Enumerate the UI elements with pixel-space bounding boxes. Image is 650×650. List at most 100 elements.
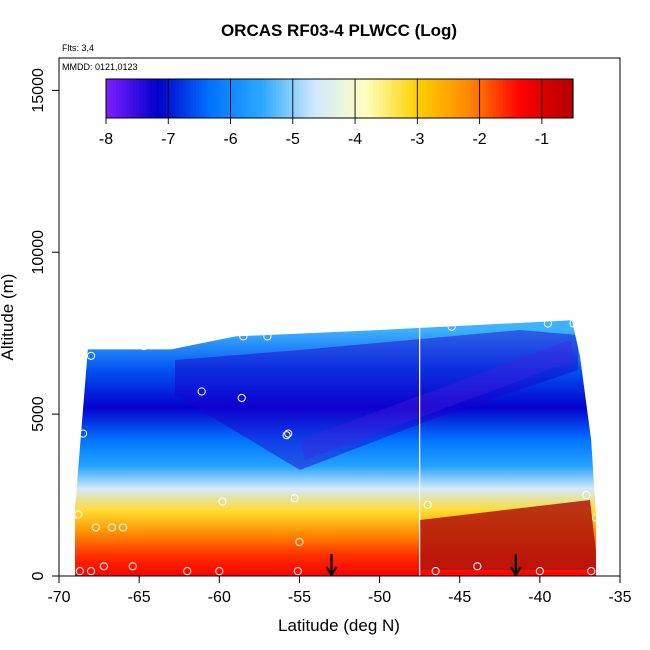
colorbar-cell xyxy=(289,79,294,118)
colorbar-cell xyxy=(416,79,421,118)
colorbar-cell xyxy=(186,79,190,118)
colorbar-cell xyxy=(549,79,554,118)
colorbar-cell xyxy=(469,79,474,118)
colorbar-cell xyxy=(412,79,417,118)
colorbar-cell xyxy=(312,79,317,118)
colorbar-cell xyxy=(262,79,267,118)
colorbar-cell xyxy=(196,79,200,118)
sample-point-13 xyxy=(295,537,304,547)
colorbar-cell xyxy=(169,79,174,118)
x-tick-label: -40 xyxy=(528,589,551,606)
colorbar-cell xyxy=(156,79,160,118)
colorbar-cell xyxy=(146,79,150,118)
colorbar-cell xyxy=(122,79,127,118)
colorbar-cell xyxy=(139,79,144,118)
colorbar-cell xyxy=(366,79,371,118)
y-axis-label: Altitude (m) xyxy=(0,274,17,361)
colorbar-cell xyxy=(386,79,391,118)
colorbar-tick-label: -3 xyxy=(410,131,424,148)
colorbar-cell xyxy=(349,79,354,118)
y-tick-label: 10000 xyxy=(30,230,47,275)
colorbar-cell xyxy=(112,79,117,118)
colorbar-cell xyxy=(562,79,567,118)
colorbar-cell xyxy=(362,79,367,118)
colorbar-cell xyxy=(496,79,501,118)
colorbar-cell xyxy=(256,79,261,118)
colorbar-cell xyxy=(389,79,394,118)
colorbar-cell xyxy=(376,79,381,118)
sample-point-8 xyxy=(183,567,192,576)
colorbar-cell xyxy=(409,79,414,118)
colorbar-cell xyxy=(422,79,427,118)
colorbar-cell xyxy=(216,79,221,118)
x-tick-label: -65 xyxy=(128,589,151,606)
colorbar-cell xyxy=(556,79,561,118)
colorbar-cell xyxy=(339,79,344,118)
colorbar-cell xyxy=(509,79,514,118)
sample-point-15 xyxy=(282,431,291,440)
colorbar-cell xyxy=(279,79,284,118)
sample-point-26 xyxy=(423,500,432,509)
colorbar-cell xyxy=(499,79,504,118)
colorbar-cell xyxy=(266,79,271,118)
colorbar-cell xyxy=(226,79,231,118)
x-tick-label: -35 xyxy=(608,589,631,606)
colorbar-cell xyxy=(336,79,341,118)
colorbar-cell xyxy=(506,79,511,118)
colorbar-tick-label: -6 xyxy=(223,131,237,148)
dates-annotation: MMDD: 0121,0123 xyxy=(62,62,138,72)
colorbar-cell xyxy=(326,79,331,118)
colorbar-cell xyxy=(406,79,411,118)
colorbar-cell xyxy=(512,79,517,118)
colorbar-tick-label: -2 xyxy=(472,131,486,148)
colorbar-cell xyxy=(462,79,467,118)
colorbar-cell xyxy=(442,79,447,118)
sample-point-25 xyxy=(569,319,578,328)
sample-point-4 xyxy=(99,562,108,571)
colorbar-cell xyxy=(189,79,194,118)
colorbar-cell xyxy=(519,79,524,118)
colorbar-cell xyxy=(172,79,177,118)
colorbar-cell xyxy=(296,79,301,118)
colorbar-cell xyxy=(436,79,441,118)
colorbar-cell xyxy=(329,79,334,118)
colorbar-cell xyxy=(182,79,187,118)
colorbar-cell xyxy=(162,79,167,118)
sample-point-1 xyxy=(75,567,84,576)
colorbar-cell xyxy=(356,79,361,118)
colorbar-cell xyxy=(542,79,547,118)
colorbar-cell xyxy=(119,79,124,118)
colorbar-cell xyxy=(206,79,211,118)
marker-arrows xyxy=(325,554,522,576)
sample-point-20 xyxy=(78,429,88,438)
colorbar-cell xyxy=(236,79,241,118)
marker-arrow-0 xyxy=(325,554,338,576)
sample-point-18 xyxy=(139,342,149,351)
sample-point-14 xyxy=(284,429,293,438)
colorbar-cell xyxy=(426,79,431,118)
colorbar-tick-label: -8 xyxy=(99,131,113,148)
sample-point-16 xyxy=(237,393,246,403)
colorbar-cell xyxy=(222,79,227,118)
colorbar-cell xyxy=(459,79,464,118)
colorbar-cell xyxy=(569,79,574,118)
x-tick-label: -55 xyxy=(288,589,311,606)
colorbar-cell xyxy=(492,79,497,118)
colorbar-cell xyxy=(319,79,324,118)
y-tick-label: 0 xyxy=(30,571,47,580)
diagonal-band xyxy=(300,340,575,460)
colorbar-cell xyxy=(209,79,214,118)
colorbar-cell xyxy=(522,79,527,118)
colorbar-cell xyxy=(502,79,507,118)
chart-title: ORCAS RF03-4 PLWCC (Log) xyxy=(221,21,457,40)
y-tick-label: 5000 xyxy=(30,396,47,432)
colorbar-cell xyxy=(116,79,120,118)
x-axis: -70 -65 -60 -55 -50 -45 -40 -35 xyxy=(47,576,632,606)
colorbar-cell xyxy=(126,79,130,118)
colorbar-cell xyxy=(446,79,451,118)
marker-arrow-1 xyxy=(509,554,522,576)
colorbar-cell xyxy=(239,79,244,118)
colorbar-cell xyxy=(429,79,434,118)
colorbar-cell xyxy=(529,79,534,118)
